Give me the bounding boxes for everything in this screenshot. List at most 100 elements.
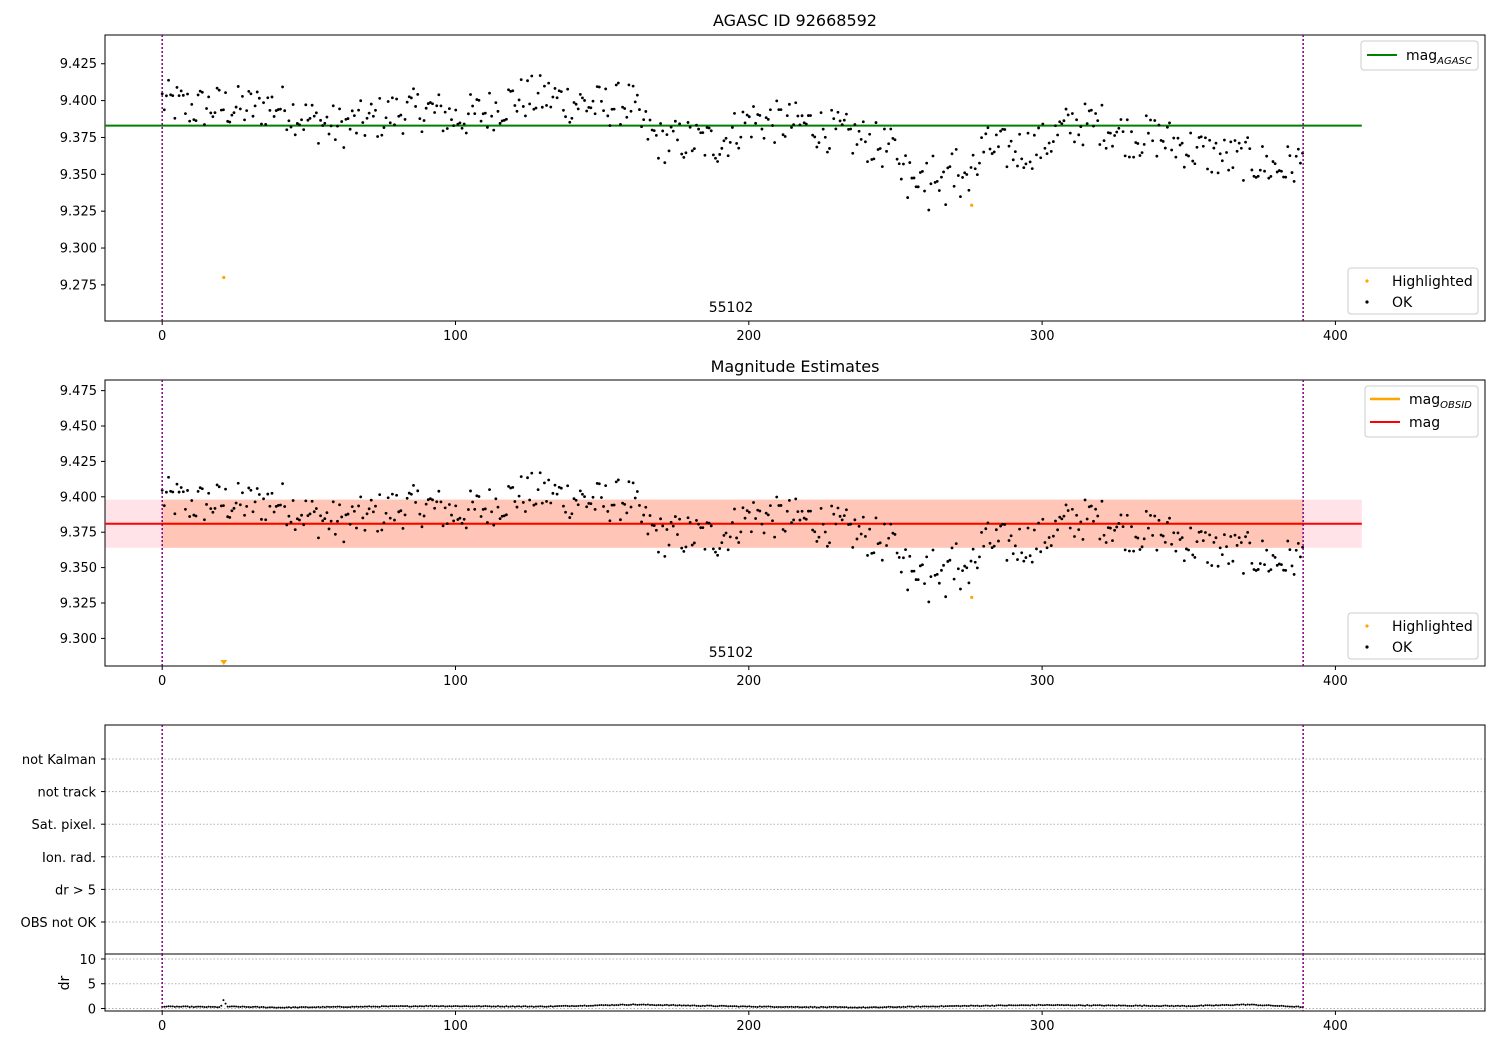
dr-point xyxy=(748,1005,751,1008)
dr-point xyxy=(351,1005,354,1008)
dr-point xyxy=(442,1004,445,1007)
ok-point xyxy=(198,486,202,490)
ok-point xyxy=(1045,152,1049,156)
dr-point xyxy=(245,1005,248,1008)
ok-point xyxy=(323,121,327,125)
ok-point xyxy=(640,125,643,129)
ok-point xyxy=(946,166,950,170)
dr-point xyxy=(359,1005,362,1008)
ok-point xyxy=(1039,550,1043,554)
ok-point xyxy=(940,568,943,572)
dr-point xyxy=(537,1005,540,1008)
dr-point xyxy=(431,1005,434,1008)
dr-point xyxy=(1276,1004,1279,1007)
ok-point xyxy=(982,544,986,548)
dr-point xyxy=(794,1005,797,1008)
ok-point xyxy=(255,90,259,94)
ok-point xyxy=(1153,514,1157,518)
ok-point xyxy=(697,127,700,131)
ok-point xyxy=(916,185,920,189)
dr-point xyxy=(718,1004,721,1007)
dr-point xyxy=(594,1004,597,1007)
ok-point xyxy=(1127,549,1131,553)
ok-point xyxy=(904,154,907,158)
ok-point xyxy=(768,504,772,507)
dr-point xyxy=(380,1005,383,1008)
dr-point xyxy=(655,1004,658,1007)
ok-point xyxy=(488,488,491,492)
dr-point xyxy=(313,1006,316,1009)
ok-point xyxy=(557,89,561,93)
ok-point xyxy=(374,504,377,508)
ok-point xyxy=(623,502,627,506)
ok-point xyxy=(608,124,612,127)
dr-point xyxy=(330,1005,333,1008)
ok-point xyxy=(910,569,914,573)
ok-point xyxy=(287,119,291,123)
dr-point xyxy=(1229,1004,1232,1007)
ok-point xyxy=(1218,546,1222,550)
ok-point xyxy=(564,115,567,119)
dr-point xyxy=(235,1005,238,1008)
dr-point xyxy=(845,1006,848,1009)
ok-point xyxy=(397,510,401,514)
dr-point xyxy=(961,1004,964,1007)
ok-point xyxy=(325,115,329,119)
ok-point xyxy=(424,106,428,110)
dr-point xyxy=(490,1005,493,1008)
ok-point xyxy=(519,78,523,82)
dr-point xyxy=(414,1005,417,1008)
ok-point xyxy=(1066,113,1070,117)
dr-point xyxy=(1027,1004,1030,1007)
ok-point xyxy=(1134,535,1138,539)
ok-point xyxy=(1035,547,1038,551)
panel2-ytick-label: 9.375 xyxy=(60,526,97,541)
ok-point xyxy=(1087,505,1091,509)
dr-point xyxy=(1223,1004,1226,1007)
ok-point xyxy=(471,500,475,504)
ok-point xyxy=(673,515,677,518)
ok-point xyxy=(897,556,901,559)
ok-point xyxy=(1083,102,1087,106)
dr-point xyxy=(1214,1004,1217,1007)
dr-point xyxy=(695,1004,698,1007)
ok-point xyxy=(458,121,462,125)
ok-point xyxy=(722,533,726,537)
ok-point xyxy=(969,559,973,563)
dr-point xyxy=(906,1005,909,1008)
ok-point xyxy=(249,92,253,96)
ok-point xyxy=(369,102,373,106)
dr-point xyxy=(258,1006,261,1009)
dr-point xyxy=(1126,1004,1129,1007)
ok-point xyxy=(1009,139,1013,143)
dr-point xyxy=(1012,1004,1015,1007)
dr-point xyxy=(908,1005,911,1008)
ok-point xyxy=(1056,528,1059,532)
dr-point xyxy=(796,1005,799,1008)
ok-point xyxy=(390,96,394,100)
dr-point xyxy=(268,1006,271,1009)
dr-point xyxy=(349,1006,352,1009)
panel4-xtick-label: 100 xyxy=(443,1019,468,1034)
ok-point xyxy=(279,503,282,507)
dr-point xyxy=(480,1005,483,1008)
dr-point xyxy=(410,1005,413,1008)
ok-point xyxy=(547,478,551,482)
ok-point xyxy=(956,567,960,571)
dr-point xyxy=(731,1005,734,1008)
dr-point xyxy=(1160,1005,1163,1008)
ok-point xyxy=(845,508,848,512)
ok-point xyxy=(211,115,215,119)
dr-point xyxy=(744,1005,747,1008)
dr-point xyxy=(169,1005,172,1008)
ok-point xyxy=(1286,539,1290,543)
ok-point xyxy=(515,109,519,113)
ok-point xyxy=(680,546,684,550)
dr-point xyxy=(1010,1004,1013,1007)
ok-point xyxy=(538,471,542,475)
ok-point xyxy=(1066,509,1070,512)
ok-point xyxy=(431,498,434,502)
dr-point xyxy=(1060,1003,1063,1006)
dr-point xyxy=(1291,1005,1294,1008)
dr-point xyxy=(820,1005,823,1008)
